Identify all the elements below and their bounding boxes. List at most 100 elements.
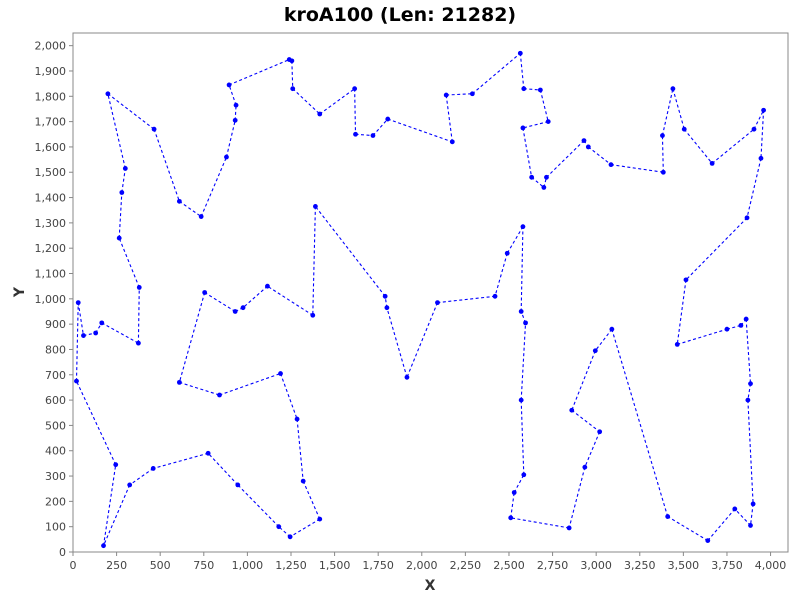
tour-edge bbox=[749, 503, 754, 526]
tour-edge bbox=[103, 484, 131, 546]
tour-edge bbox=[107, 93, 155, 130]
y-tick-label: 0 bbox=[59, 546, 66, 559]
city-point bbox=[287, 534, 293, 540]
tour-edge bbox=[672, 88, 685, 130]
city-point bbox=[113, 462, 119, 468]
city-point bbox=[492, 293, 498, 299]
city-point bbox=[761, 107, 766, 113]
tour-edge bbox=[291, 60, 294, 89]
tour-edge bbox=[302, 480, 321, 520]
city-point bbox=[176, 379, 182, 385]
city-point bbox=[569, 407, 575, 413]
tour-edge bbox=[711, 128, 755, 164]
city-point bbox=[566, 525, 572, 531]
city-point bbox=[232, 117, 238, 123]
city-point bbox=[748, 523, 753, 528]
city-point bbox=[384, 305, 390, 311]
y-tick-label: 1,700 bbox=[35, 116, 67, 129]
y-tick-label: 200 bbox=[45, 495, 66, 508]
tour-edge bbox=[571, 409, 600, 433]
city-point bbox=[665, 514, 671, 519]
tour-edge bbox=[683, 128, 713, 164]
tour-edge bbox=[734, 508, 751, 526]
city-point bbox=[136, 285, 142, 290]
city-point bbox=[705, 538, 711, 544]
tour-edge bbox=[75, 380, 117, 465]
y-tick-label: 600 bbox=[45, 394, 66, 407]
city-point bbox=[205, 450, 211, 456]
tour-edge bbox=[355, 133, 373, 137]
y-tick-label: 1,600 bbox=[35, 141, 67, 154]
city-point bbox=[119, 190, 125, 195]
city-point bbox=[404, 374, 410, 380]
tour-edge bbox=[314, 206, 386, 297]
city-point bbox=[683, 277, 689, 283]
x-tick-label: 3,500 bbox=[668, 559, 700, 572]
tour-edge bbox=[494, 253, 508, 297]
tour-edge bbox=[519, 53, 525, 89]
city-point bbox=[582, 464, 588, 470]
city-point bbox=[202, 290, 208, 295]
city-point bbox=[581, 138, 587, 143]
tour-edge bbox=[118, 192, 123, 239]
tour-edge bbox=[237, 484, 280, 528]
tour-edge bbox=[267, 285, 314, 316]
y-tick-label: 900 bbox=[45, 318, 66, 331]
y-tick-label: 1,500 bbox=[35, 166, 67, 179]
plot-area bbox=[72, 32, 789, 553]
tour-edge bbox=[372, 118, 389, 136]
x-tick-label: 1,250 bbox=[275, 559, 307, 572]
tour-edge bbox=[510, 517, 570, 529]
tour-edge bbox=[587, 146, 612, 166]
city-point bbox=[370, 133, 376, 138]
tour-points-group bbox=[74, 50, 766, 549]
city-point bbox=[681, 126, 687, 132]
x-tick-label: 750 bbox=[193, 559, 214, 572]
x-tick-label: 3,750 bbox=[711, 559, 743, 572]
tour-edge bbox=[685, 217, 748, 281]
tour-edge bbox=[278, 526, 291, 538]
city-point bbox=[352, 86, 358, 92]
tour-edge bbox=[178, 292, 206, 383]
city-point bbox=[224, 154, 229, 160]
city-point bbox=[313, 204, 318, 209]
city-point bbox=[520, 125, 526, 131]
city-point bbox=[758, 155, 764, 161]
city-point bbox=[608, 162, 614, 168]
tour-edge bbox=[312, 206, 316, 316]
city-point bbox=[520, 224, 526, 230]
tour-edge bbox=[118, 237, 140, 288]
city-point bbox=[724, 326, 730, 332]
tour-edge bbox=[661, 88, 674, 136]
tour-edge bbox=[747, 400, 754, 504]
x-axis: 0 250 500 750 1,000 1,250 1,500 1,750 2,000 2,250… bbox=[70, 552, 786, 572]
x-tick-label: 3,250 bbox=[624, 559, 656, 572]
tour-edge bbox=[523, 88, 541, 91]
city-point bbox=[74, 378, 79, 384]
city-point bbox=[233, 102, 239, 108]
tour-edge bbox=[129, 468, 154, 486]
city-point bbox=[435, 300, 440, 306]
x-tick-label: 2,250 bbox=[450, 559, 482, 572]
tour-edge bbox=[747, 383, 752, 401]
tour-edge bbox=[101, 322, 139, 344]
tour-edge bbox=[661, 135, 664, 173]
x-tick-label: 500 bbox=[150, 559, 171, 572]
tour-edge bbox=[292, 88, 321, 115]
y-tick-label: 1,200 bbox=[35, 242, 67, 255]
city-point bbox=[75, 300, 81, 306]
tour-edge bbox=[445, 94, 453, 142]
x-axis-label: X bbox=[425, 578, 436, 594]
city-point bbox=[226, 82, 232, 88]
tour-edge bbox=[522, 127, 533, 178]
x-tick-label: 1,750 bbox=[362, 559, 394, 572]
city-point bbox=[265, 283, 270, 289]
city-point bbox=[235, 482, 241, 488]
city-point bbox=[198, 214, 204, 219]
y-tick-label: 1,000 bbox=[35, 293, 67, 306]
tour-edge bbox=[228, 84, 237, 106]
x-tick-label: 0 bbox=[70, 559, 77, 572]
tour-edge bbox=[446, 93, 473, 96]
y-tick-label: 1,400 bbox=[35, 192, 67, 205]
tour-edge bbox=[386, 307, 408, 378]
